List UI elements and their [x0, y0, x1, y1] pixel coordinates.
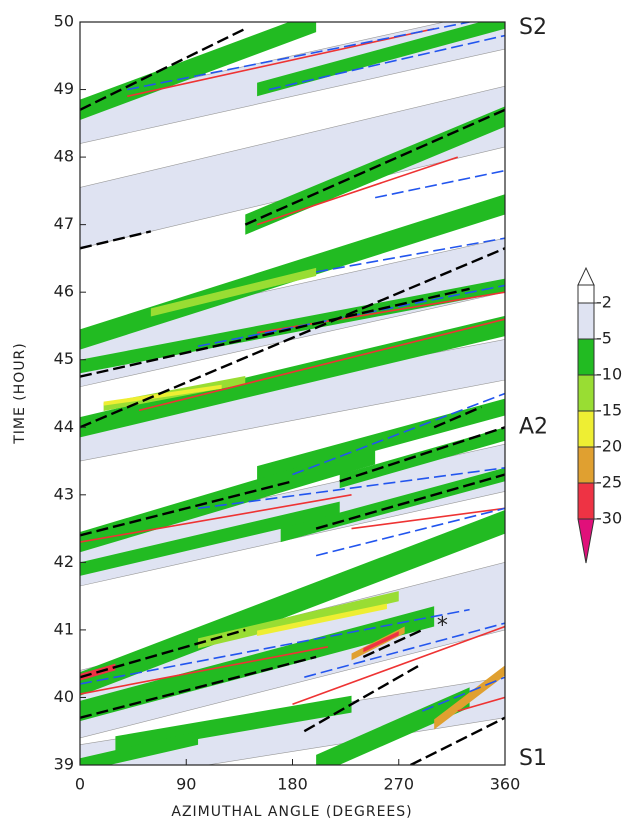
colorbar-label: -20: [596, 437, 622, 456]
y-tick-label: 44: [54, 417, 74, 436]
y-tick-label: 39: [54, 755, 74, 774]
y-tick-label: 40: [54, 687, 74, 706]
trace-line: [80, 608, 470, 685]
contour-band: [80, 510, 505, 696]
annotation: S1: [519, 746, 547, 771]
trace-line: [303, 662, 423, 733]
trace-line: [80, 646, 329, 695]
colorbar-swatch: [577, 302, 595, 340]
trace-line: [80, 247, 505, 429]
trace-line: [410, 716, 505, 765]
contour-band: [80, 278, 505, 374]
colorbar-swatch: [577, 284, 595, 304]
trace-line: [304, 622, 505, 678]
trace-line: [315, 473, 505, 530]
colorbar-label: -2: [596, 293, 612, 312]
x-axis-title: AZIMUTHAL ANGLE (DEGREES): [171, 804, 412, 820]
x-tick-label: 90: [176, 775, 196, 794]
contour-band: [80, 194, 505, 350]
contour-band: [150, 267, 317, 317]
trace-line: [80, 27, 246, 111]
trace-line: [80, 480, 293, 537]
colorbar-swatch: [577, 410, 595, 448]
colorbar-swatch: [577, 482, 595, 520]
colorbar-label: -10: [596, 365, 622, 384]
trace-line: [339, 426, 505, 483]
colorbar-label: -30: [596, 509, 622, 528]
trace-line: [315, 507, 505, 557]
x-tick-label: 0: [75, 775, 85, 794]
trace-line: [292, 625, 505, 705]
trace-line: [315, 237, 505, 273]
y-tick-label: 42: [54, 552, 74, 571]
trace-line: [374, 169, 505, 199]
trace-line: [433, 405, 482, 429]
annotation: A2: [519, 414, 548, 439]
y-tick-label: 47: [54, 214, 74, 233]
trace-line: [80, 494, 352, 543]
trace-line: [80, 230, 152, 250]
colorbar-label: -5: [596, 329, 612, 348]
y-tick-label: 45: [54, 349, 74, 368]
colorbar-label: -15: [596, 401, 622, 420]
contour-band: [257, 603, 387, 636]
colorbar-swatch: [577, 518, 595, 564]
trace-line: [127, 27, 435, 98]
y-tick-label: 46: [54, 282, 74, 301]
y-tick-label: 43: [54, 484, 74, 503]
y-tick-label: 41: [54, 619, 74, 638]
trace-line: [268, 34, 505, 91]
y-tick-label: 49: [54, 79, 74, 98]
trace-line: [127, 22, 470, 91]
trace-line: [197, 467, 505, 510]
y-axis-title: TIME (HOUR): [12, 342, 28, 445]
trace-line: [80, 628, 246, 679]
trace-line: [80, 287, 470, 378]
colorbar-swatch: [577, 446, 595, 484]
trace-line: [362, 628, 423, 659]
contour-band: [339, 427, 505, 489]
trace-line: [256, 156, 459, 226]
trace-line: [138, 318, 505, 412]
trace-line: [351, 507, 505, 530]
y-tick-label: 48: [54, 147, 74, 166]
x-tick-label: 270: [383, 775, 414, 794]
trace-line: [80, 655, 317, 719]
trace-line: [457, 696, 505, 712]
contour-band: [434, 665, 505, 730]
annotation: S2: [519, 15, 547, 40]
x-tick-label: 180: [277, 775, 308, 794]
trace-line: [422, 676, 505, 712]
colorbar-swatch: [577, 338, 595, 376]
colorbar-label: -25: [596, 473, 622, 492]
contour-band: [80, 22, 317, 120]
y-tick-label: 50: [54, 12, 74, 31]
contour-band: [198, 591, 399, 649]
x-tick-label: 360: [490, 775, 521, 794]
contour-band: [80, 85, 505, 249]
contour-band: [80, 731, 199, 765]
trace-line: [244, 108, 505, 226]
colorbar-swatch: [577, 374, 595, 412]
contour-band: [80, 606, 435, 722]
annotation: *: [437, 614, 448, 639]
contour-band: [80, 501, 340, 576]
plot-area: [80, 22, 505, 765]
contour-band: [363, 631, 399, 653]
contour-band: [103, 384, 222, 406]
trace-line: [292, 392, 505, 476]
